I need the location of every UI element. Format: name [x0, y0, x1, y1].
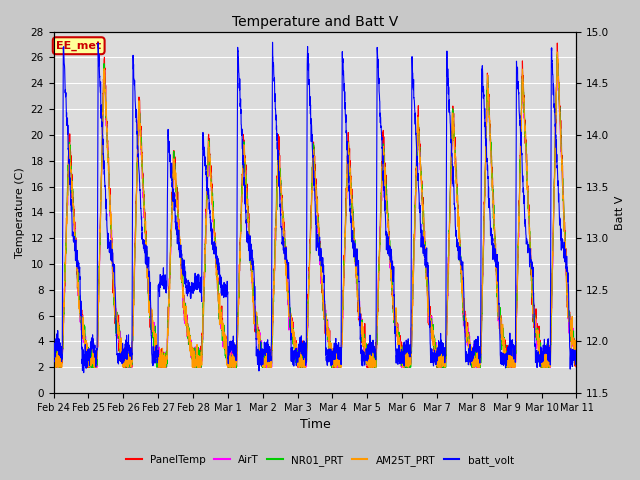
Text: EE_met: EE_met: [56, 41, 101, 51]
X-axis label: Time: Time: [300, 419, 330, 432]
Y-axis label: Temperature (C): Temperature (C): [15, 167, 25, 258]
Bar: [54, 32, 577, 367]
Title: Temperature and Batt V: Temperature and Batt V: [232, 15, 398, 29]
Y-axis label: Batt V: Batt V: [615, 195, 625, 229]
Legend: PanelTemp, AirT, NR01_PRT, AM25T_PRT, batt_volt: PanelTemp, AirT, NR01_PRT, AM25T_PRT, ba…: [122, 451, 518, 470]
